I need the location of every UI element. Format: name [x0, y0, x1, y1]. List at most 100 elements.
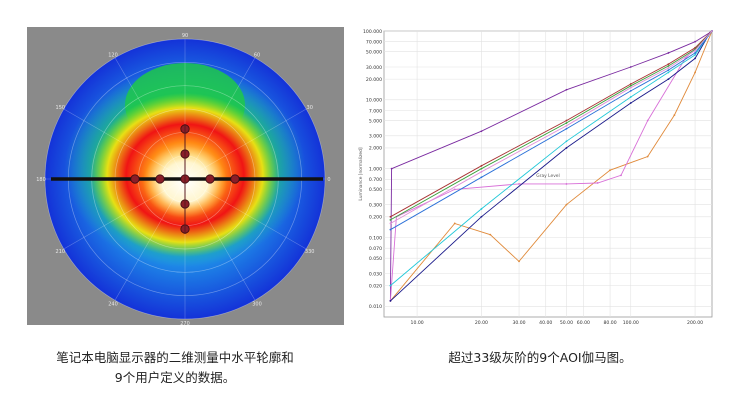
series-point-4: [694, 57, 696, 60]
x-tick-label: 100.00: [623, 320, 639, 326]
polar-angle-label: 330: [305, 249, 315, 255]
series-point-1: [667, 52, 670, 54]
series-point-3: [453, 188, 456, 191]
series-point-5: [565, 140, 568, 143]
series-point-1: [565, 88, 568, 91]
series-point-2: [673, 114, 676, 117]
polar-spoke: [63, 108, 186, 180]
series-point-3: [646, 119, 649, 122]
series-point-5: [667, 71, 670, 74]
polar-angle-label: 240: [108, 302, 118, 308]
series-point-9: [389, 222, 392, 225]
y-tick-label: 0.010: [369, 304, 382, 310]
series-point-8: [565, 127, 568, 130]
polar-angle-label: 270: [180, 321, 190, 325]
x-tick-label: 10.00: [411, 320, 424, 326]
series-point-7: [667, 65, 670, 67]
series-point-9: [629, 86, 632, 89]
polar-ring: [44, 38, 326, 320]
series-point-2: [453, 222, 456, 225]
y-axis-label: Luminance [normalized]: [358, 147, 364, 201]
series-point-7: [389, 219, 392, 221]
series-point-3: [518, 183, 520, 185]
y-tick-label: 2.000: [369, 146, 382, 152]
x-tick-label: 50.00: [560, 320, 573, 326]
polar-angle-label: 300: [252, 302, 262, 308]
x-tick-label: 40.00: [539, 320, 552, 326]
plot-area: [383, 30, 713, 318]
user-point: [130, 174, 140, 184]
polar-angle-label: 0: [327, 177, 330, 183]
user-point: [205, 174, 215, 184]
right-caption: 超过33级灰阶的9个AOI伽马图。: [448, 350, 632, 365]
series-point-4: [389, 299, 392, 302]
series-point-4: [667, 78, 670, 81]
user-defined-points: [130, 124, 240, 234]
series-point-9: [711, 30, 713, 32]
polar-spoke: [184, 108, 307, 180]
y-tick-label: 20.000: [366, 77, 382, 83]
y-tick-label: 0.030: [369, 271, 382, 277]
polar-angle-label: 210: [56, 249, 66, 255]
series-point-9: [667, 67, 670, 69]
y-tick-label: 1.000: [369, 166, 382, 172]
series-point-1: [629, 66, 632, 68]
series-point-4: [565, 147, 568, 149]
series-point-3: [565, 183, 568, 185]
polar-spoke: [63, 178, 186, 250]
series-point-5: [480, 208, 483, 210]
gamma-chart-svg: 0.010 0.020 0.030 0.050 0.070 0.100 0.200 0.300…: [358, 29, 713, 326]
x-axis-label: Gray Level: [536, 173, 559, 179]
y-tick-label: 3.000: [369, 134, 382, 140]
polar-spoke: [184, 57, 256, 180]
series-point-9: [694, 49, 696, 52]
series-point-2: [565, 203, 568, 206]
series-point-4: [629, 102, 632, 104]
left-caption-line2: 9个用户定义的数据。: [114, 370, 236, 385]
polar-spoke: [184, 178, 307, 250]
polar-angle-label: 90: [182, 33, 188, 39]
series-point-8: [389, 228, 392, 231]
user-point: [155, 174, 165, 184]
series-point-6: [389, 215, 392, 218]
series-point-5: [389, 284, 392, 287]
series-point-7: [480, 167, 483, 170]
x-tick-label: 60.00: [577, 320, 590, 326]
series-point-1: [480, 130, 483, 133]
series-point-8: [629, 89, 632, 92]
polar-spoke: [114, 57, 186, 180]
polar-angle-label: 180: [36, 177, 46, 183]
series-point-6: [667, 63, 670, 66]
series-point-8: [480, 176, 483, 179]
polar-angle-label: 150: [56, 105, 66, 111]
series-point-3: [596, 182, 599, 184]
series-point-7: [629, 84, 632, 87]
y-tick-label: 5.000: [369, 118, 382, 124]
series-point-7: [565, 122, 568, 124]
y-tick-label: 7.000: [369, 108, 382, 114]
series-point-2: [609, 169, 611, 172]
left-caption: 笔记本电脑显示器的二维测量中水平轮廓和 9个用户定义的数据。: [25, 348, 325, 388]
series-point-2: [694, 71, 696, 74]
y-tick-label: 0.070: [369, 246, 382, 252]
series-point-3: [620, 174, 622, 177]
polar-angle-label: 120: [108, 52, 118, 58]
series-point-5: [629, 96, 632, 98]
y-tick-label: 100.000: [363, 29, 382, 35]
y-tick-label: 50.000: [366, 50, 382, 56]
y-tick-label: 0.100: [369, 235, 382, 241]
x-tick-label: 20.00: [475, 320, 488, 326]
series-point-1: [694, 40, 696, 43]
polar-spoke: [184, 178, 256, 301]
x-tick-label: 30.00: [512, 320, 525, 326]
series-point-6: [480, 164, 483, 167]
series-point-2: [518, 260, 520, 263]
y-tick-label: 0.020: [369, 283, 382, 289]
y-tick-label: 0.300: [369, 202, 382, 208]
series-point-6: [694, 46, 696, 49]
y-tick-label: 0.050: [369, 256, 382, 262]
series-point-4: [480, 215, 483, 218]
series-point-1: [390, 167, 393, 170]
series-point-2: [646, 155, 649, 158]
